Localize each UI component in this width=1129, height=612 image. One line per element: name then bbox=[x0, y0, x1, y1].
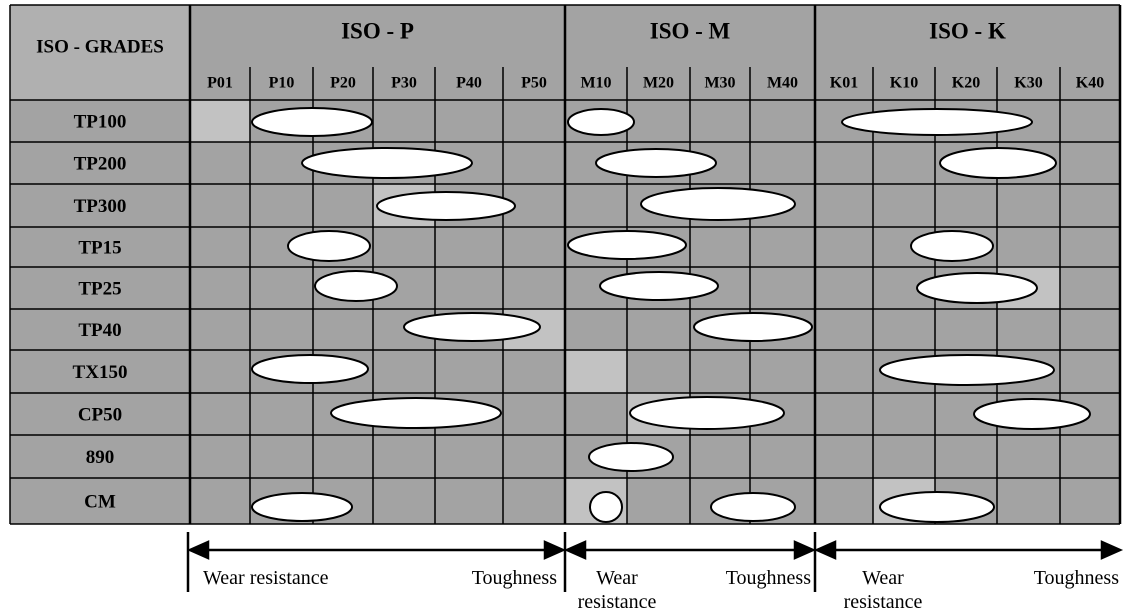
column-label: M40 bbox=[767, 75, 798, 92]
range bbox=[567, 108, 635, 136]
range bbox=[916, 272, 1038, 304]
footer-label: Wear resistance bbox=[203, 567, 329, 589]
column-label: P50 bbox=[521, 75, 547, 92]
range bbox=[314, 270, 398, 302]
range bbox=[841, 108, 1033, 136]
column-label: K20 bbox=[952, 75, 980, 92]
column-label: K01 bbox=[830, 75, 858, 92]
header-cell bbox=[10, 5, 190, 100]
column-label: M10 bbox=[580, 75, 611, 92]
group-title: ISO - M bbox=[650, 18, 731, 43]
row-label: TP15 bbox=[78, 237, 121, 258]
range bbox=[910, 230, 994, 262]
range bbox=[567, 230, 687, 260]
range bbox=[693, 312, 813, 342]
row-label: TP300 bbox=[74, 196, 127, 217]
arrow-head bbox=[1100, 540, 1124, 560]
range bbox=[251, 107, 373, 137]
arrows bbox=[186, 532, 1124, 592]
row-label: TP40 bbox=[78, 320, 121, 341]
range bbox=[973, 398, 1091, 430]
arrow-head bbox=[186, 540, 210, 560]
cell-shade bbox=[190, 100, 250, 142]
range bbox=[879, 491, 995, 523]
column-label: K10 bbox=[890, 75, 918, 92]
range bbox=[589, 491, 623, 523]
range bbox=[599, 271, 719, 301]
range bbox=[640, 187, 796, 221]
range bbox=[287, 230, 371, 262]
row-label: CM bbox=[84, 491, 116, 512]
column-label: M30 bbox=[704, 75, 735, 92]
arrow-head bbox=[793, 540, 817, 560]
cells: ISO - GRADES ISO - P P01 P10 P20 P30 P40 P50 ISO… bbox=[9, 4, 1122, 525]
arrow-head bbox=[563, 540, 587, 560]
range bbox=[403, 312, 541, 342]
column-label: P40 bbox=[456, 75, 482, 92]
column-label: P20 bbox=[330, 75, 356, 92]
range bbox=[588, 442, 674, 472]
range bbox=[376, 191, 516, 221]
row-label: 890 bbox=[86, 447, 115, 468]
column-label: P10 bbox=[269, 75, 295, 92]
range bbox=[939, 147, 1057, 179]
footer-label: Wear resistance bbox=[843, 567, 923, 612]
footer-label: Wear resistance bbox=[577, 567, 657, 612]
range bbox=[629, 396, 785, 430]
range bbox=[330, 397, 502, 429]
cell-shade bbox=[565, 350, 627, 393]
application-ranges bbox=[251, 107, 1091, 523]
range bbox=[251, 492, 353, 522]
range bbox=[251, 354, 369, 384]
footer-label: Toughness bbox=[1033, 567, 1119, 589]
column-label: P30 bbox=[391, 75, 417, 92]
range bbox=[595, 148, 717, 178]
range bbox=[710, 492, 796, 522]
column-label: M20 bbox=[643, 75, 674, 92]
footer-label: Toughness bbox=[471, 567, 557, 589]
row-label: TP200 bbox=[74, 153, 127, 174]
column-label: K30 bbox=[1014, 75, 1042, 92]
group-title: ISO - K bbox=[929, 18, 1006, 43]
arrow-head bbox=[813, 540, 837, 560]
row-label: TP100 bbox=[74, 111, 127, 132]
row-label: TX150 bbox=[73, 362, 128, 383]
range bbox=[301, 147, 473, 179]
footer-label: Toughness bbox=[725, 567, 811, 589]
column-label: K40 bbox=[1076, 75, 1104, 92]
row-label: CP50 bbox=[78, 404, 122, 425]
group-title: ISO - P bbox=[341, 18, 414, 43]
row-label: TP25 bbox=[78, 278, 121, 299]
column-label: P01 bbox=[207, 75, 233, 92]
arrow-head bbox=[543, 540, 567, 560]
header-title: ISO - GRADES bbox=[36, 36, 164, 57]
range bbox=[879, 354, 1055, 386]
